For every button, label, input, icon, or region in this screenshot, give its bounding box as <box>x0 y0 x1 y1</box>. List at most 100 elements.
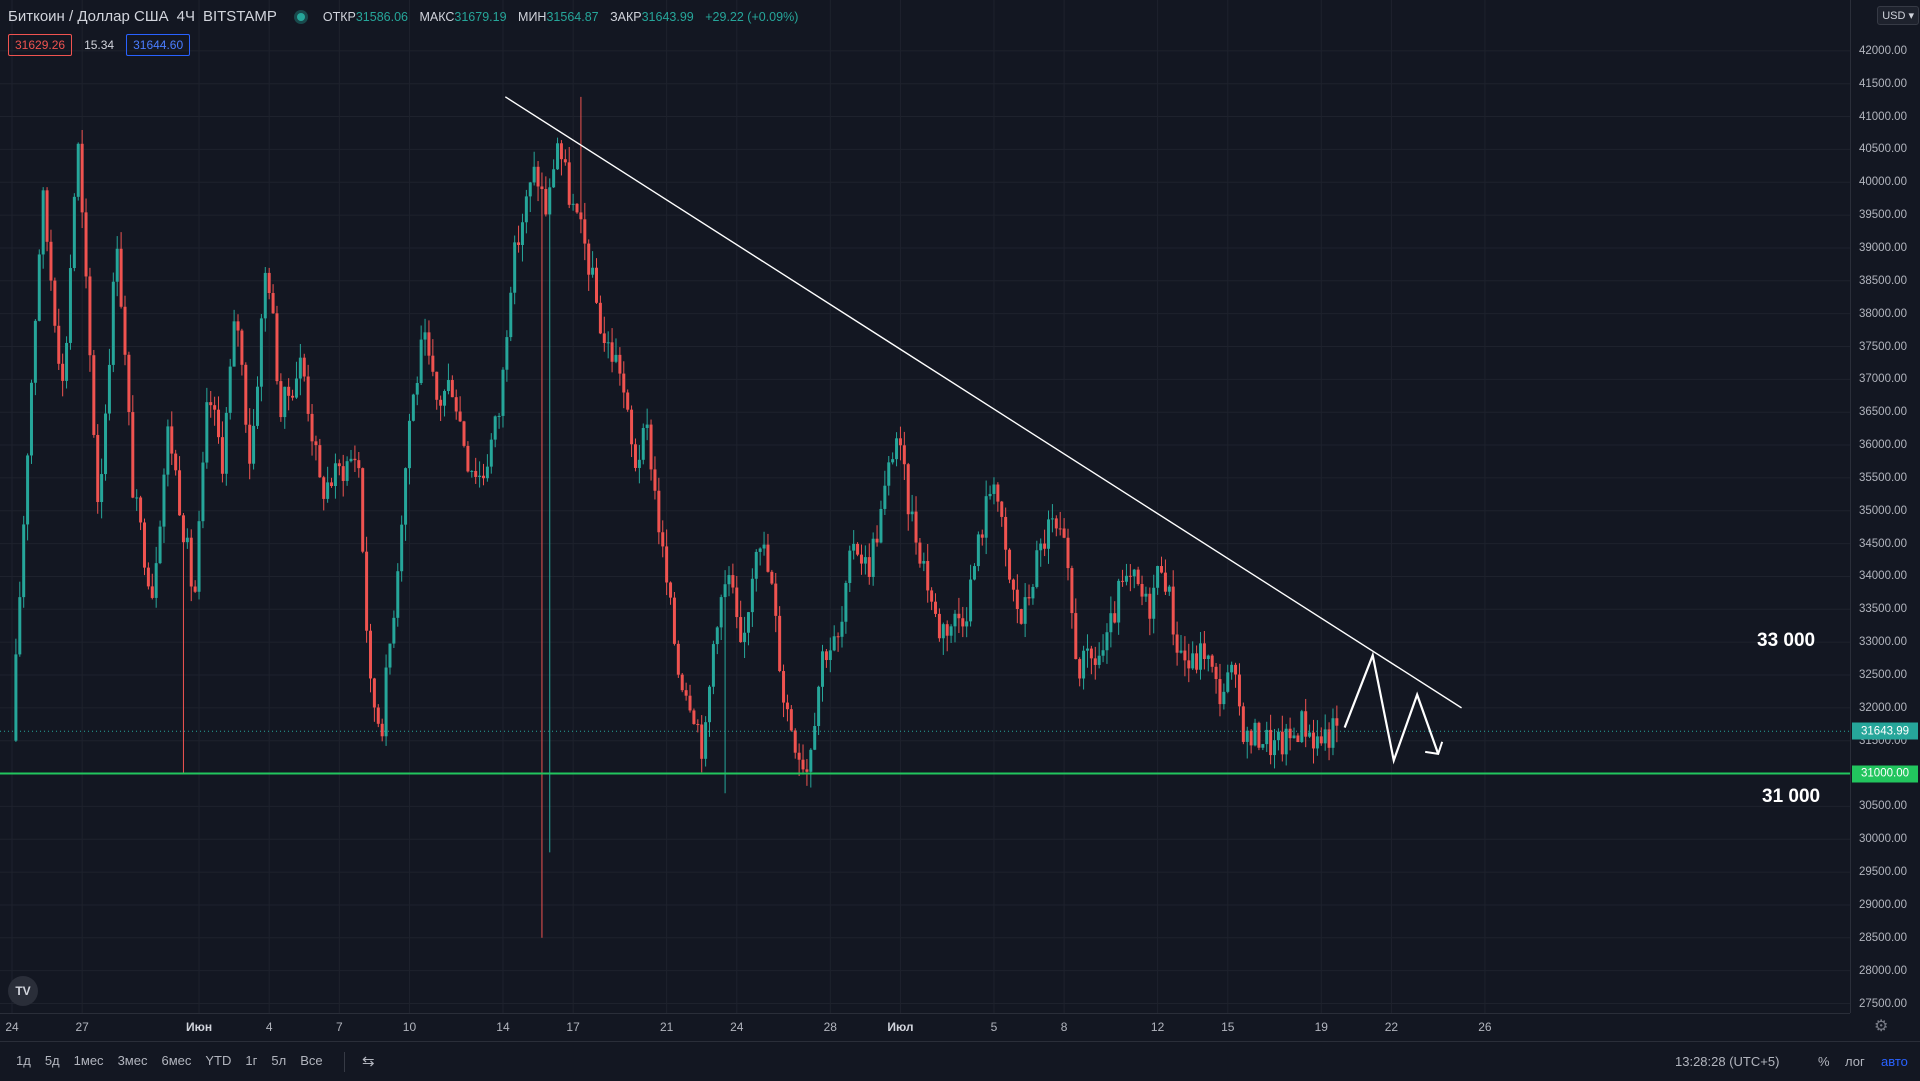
candle-body <box>1035 550 1039 587</box>
candle-body <box>41 190 45 255</box>
high-label: МАКС <box>419 9 455 24</box>
calendar-icon[interactable]: ⇆ <box>362 1053 375 1070</box>
chart-area[interactable] <box>0 0 1850 1013</box>
candle-body <box>107 364 111 414</box>
candle-body <box>489 439 493 467</box>
candle-body <box>435 371 439 400</box>
candle-body <box>945 624 949 636</box>
candle-body <box>665 546 669 583</box>
bid-price[interactable]: 31629.26 <box>8 34 73 56</box>
candle-body <box>485 466 489 479</box>
candle-body <box>957 613 961 619</box>
candle-body <box>376 707 380 724</box>
candle-body <box>271 293 275 314</box>
clock[interactable]: 13:28:28 (UTC+5) <box>1675 1054 1780 1069</box>
candle-body <box>976 534 980 567</box>
candle-body <box>587 243 591 275</box>
period-button-0[interactable]: 1д <box>16 1053 31 1068</box>
candle-body <box>758 548 762 552</box>
candle-body <box>614 354 618 362</box>
candle-body <box>76 143 80 197</box>
candle-body <box>715 627 719 645</box>
currency-button[interactable]: USD ▾ <box>1877 6 1919 25</box>
candle-body <box>57 325 61 364</box>
candle-body <box>805 769 809 772</box>
candle-body <box>333 463 337 487</box>
candle-body <box>267 272 271 294</box>
candle-body <box>337 463 341 467</box>
time-tick-label: 19 <box>1314 1020 1328 1034</box>
candle-body <box>863 557 867 564</box>
candle-body <box>1315 736 1319 749</box>
candle-body <box>1121 580 1125 582</box>
candle-body <box>61 363 65 381</box>
open-label: ОТКР <box>322 9 356 24</box>
candle-body <box>676 643 680 675</box>
candle-body <box>524 196 528 223</box>
candle-body <box>1300 711 1304 743</box>
price-chart[interactable] <box>0 0 1850 1013</box>
log-toggle[interactable]: лог <box>1845 1054 1865 1069</box>
candle-body <box>992 484 996 494</box>
time-axis[interactable]: 24 27 Июн 4 7 10 14 17 21 24 28 Июл 5 8 12 15 19 22 26 <box>0 1013 1850 1042</box>
candle-body <box>1304 711 1308 737</box>
candle-body <box>314 441 318 446</box>
candle-body <box>934 601 938 614</box>
interval[interactable]: 4Ч <box>176 8 195 25</box>
period-button-4[interactable]: 6мес <box>161 1053 192 1068</box>
price-tick-label: 30000.00 <box>1859 833 1907 846</box>
ask-price[interactable]: 31644.60 <box>126 34 191 56</box>
candle-body <box>1237 674 1241 707</box>
close-value: 31643.99 <box>641 9 694 24</box>
price-axis[interactable]: USD ▾ 27500.00 28000.00 28500.00 29000.00 29… <box>1850 0 1920 1013</box>
candle-body <box>1241 706 1245 742</box>
candle-body <box>298 357 302 379</box>
period-button-3[interactable]: 3мес <box>117 1053 148 1068</box>
period-button-1[interactable]: 5д <box>44 1053 60 1068</box>
candle-body <box>708 686 712 723</box>
period-button-7[interactable]: 5л <box>271 1053 287 1068</box>
candle-body <box>150 586 154 598</box>
time-tick-label: 24 <box>730 1020 744 1034</box>
candle-body <box>450 380 454 398</box>
candle-body <box>462 421 466 446</box>
price-tick-label: 39000.00 <box>1859 241 1907 254</box>
candle-body <box>423 332 427 340</box>
period-button-5[interactable]: YTD <box>205 1053 232 1068</box>
toolbar-divider <box>344 1052 345 1072</box>
candle-body <box>513 242 517 293</box>
time-tick-label: 22 <box>1384 1020 1399 1034</box>
candle-body <box>680 674 684 691</box>
projection-path <box>1343 651 1440 765</box>
candle-body <box>817 686 821 727</box>
gear-icon[interactable]: ⚙ <box>1874 1018 1889 1035</box>
candle-body <box>318 445 322 478</box>
candle-body <box>193 586 197 592</box>
price-tick-label: 37000.00 <box>1859 373 1907 386</box>
time-tick-label: 10 <box>402 1020 417 1034</box>
candle-body <box>1183 650 1187 661</box>
candle-body <box>88 276 92 356</box>
auto-toggle[interactable]: авто <box>1881 1054 1908 1069</box>
percent-toggle[interactable]: % <box>1818 1054 1830 1069</box>
candle-body <box>341 466 345 481</box>
candle-body <box>197 521 201 592</box>
candle-body <box>637 459 641 468</box>
period-button-8[interactable]: Все <box>300 1053 323 1068</box>
candle-body <box>1097 655 1101 665</box>
price-tick-label: 32000.00 <box>1859 701 1907 714</box>
close-label: ЗАКР <box>610 9 642 24</box>
candle-body <box>1027 597 1031 599</box>
candle-body <box>96 434 100 503</box>
candle-body <box>404 468 408 525</box>
trendline <box>504 96 1462 709</box>
candle-body <box>501 369 505 416</box>
candle-body <box>657 490 661 533</box>
candle-body <box>1023 597 1027 624</box>
candle-body <box>1210 655 1214 667</box>
symbol-name[interactable]: Биткоин / Доллар США <box>8 8 169 25</box>
period-button-2[interactable]: 1мес <box>73 1053 104 1068</box>
candle-body <box>840 621 844 637</box>
period-button-6[interactable]: 1г <box>245 1053 258 1068</box>
time-tick-label: 12 <box>1150 1020 1165 1034</box>
